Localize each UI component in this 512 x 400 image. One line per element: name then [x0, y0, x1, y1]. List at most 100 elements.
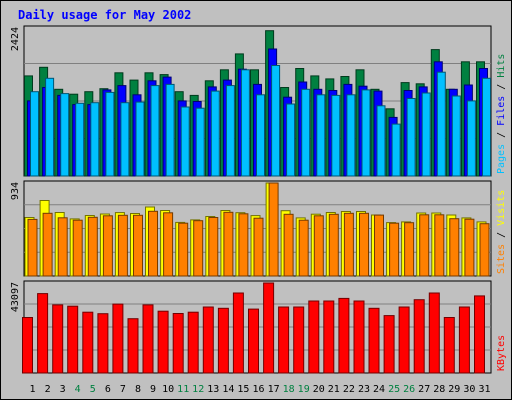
bar-pages-day-29	[451, 95, 461, 177]
bar-pages-day-16	[256, 94, 265, 177]
bar-kbytes-day-1	[22, 317, 33, 374]
x-tick-label-18: 18	[283, 384, 295, 395]
bar-kbytes-day-2	[37, 293, 49, 374]
panel-hits-files-pages: 2424 Pages / Files / Hits	[10, 25, 507, 177]
panel-kbytes: 43097 KBytes	[10, 280, 507, 374]
series-label-part: KBytes	[496, 335, 507, 371]
bar-sites-day-10	[163, 212, 174, 277]
bar-sites-day-15	[238, 213, 249, 277]
bar-pages-day-9	[150, 85, 160, 177]
bar-kbytes-day-25	[383, 315, 395, 374]
panel-series-label: KBytes	[496, 335, 507, 371]
bar-pages-day-28	[436, 71, 446, 177]
bar-kbytes-day-18	[278, 306, 290, 374]
bar-sites-day-9	[148, 210, 158, 277]
x-tick-label-24: 24	[373, 384, 385, 395]
x-tick-label-12: 12	[192, 384, 204, 395]
bar-sites-day-25	[389, 222, 400, 277]
bar-pages-day-2	[45, 77, 55, 177]
x-tick-label-23: 23	[358, 384, 370, 395]
bar-kbytes-day-21	[323, 300, 335, 374]
bar-kbytes-day-30	[458, 306, 470, 374]
bar-pages-day-24	[376, 105, 386, 177]
x-tick-label-6: 6	[105, 384, 111, 395]
x-tick-label-30: 30	[463, 384, 475, 395]
bar-sites-day-6	[102, 215, 113, 277]
panel-max-label: 43097	[10, 282, 21, 312]
panel-visits-sites: 934 Sites / Visits	[10, 180, 507, 277]
x-tick-label-21: 21	[328, 384, 340, 395]
bar-sites-day-22	[343, 212, 354, 277]
x-tick-label-31: 31	[478, 384, 490, 395]
bar-kbytes-day-31	[474, 295, 485, 374]
bar-pages-day-5	[90, 102, 100, 177]
x-tick-label-27: 27	[418, 384, 430, 395]
bar-sites-day-26	[404, 222, 415, 277]
bar-sites-day-24	[374, 214, 384, 277]
x-tick-label-29: 29	[448, 384, 460, 395]
bar-kbytes-day-6	[97, 313, 109, 374]
x-tick-label-22: 22	[343, 384, 355, 395]
x-tick-label-25: 25	[388, 384, 400, 395]
x-tick-label-15: 15	[237, 384, 249, 395]
bar-pages-day-26	[406, 98, 416, 177]
bar-sites-day-5	[87, 216, 98, 277]
bar-kbytes-day-28	[428, 292, 440, 374]
x-tick-label-3: 3	[60, 384, 66, 395]
series-label-part: /	[496, 226, 507, 244]
bar-kbytes-day-10	[157, 310, 169, 374]
x-tick-label-28: 28	[433, 384, 445, 395]
x-tick-label-7: 7	[120, 384, 126, 395]
bar-kbytes-day-3	[52, 304, 64, 374]
bar-pages-day-13	[210, 90, 220, 177]
bar-kbytes-day-9	[142, 304, 154, 374]
x-tick-label-5: 5	[90, 384, 96, 395]
bar-pages-day-31	[482, 77, 491, 177]
bar-pages-day-17	[271, 65, 281, 177]
x-tick-label-9: 9	[150, 384, 156, 395]
bar-pages-day-21	[331, 94, 341, 177]
panel-max-label: 934	[10, 182, 21, 200]
bar-pages-day-20	[316, 94, 326, 177]
bar-sites-day-1	[27, 218, 38, 277]
bar-pages-day-12	[195, 107, 205, 177]
bar-sites-day-21	[328, 213, 339, 277]
bar-kbytes-day-22	[338, 297, 350, 374]
bar-sites-day-16	[253, 217, 264, 277]
bar-kbytes-day-13	[202, 306, 214, 374]
series-label-part: Files	[496, 96, 507, 126]
bar-kbytes-day-20	[308, 300, 320, 374]
bar-sites-day-7	[117, 214, 128, 277]
bar-pages-day-3	[60, 93, 70, 177]
bar-sites-day-31	[479, 223, 490, 277]
series-label-part: /	[496, 78, 507, 96]
x-tick-label-19: 19	[298, 384, 310, 395]
bar-pages-day-19	[301, 88, 311, 177]
x-tick-label-13: 13	[207, 384, 219, 395]
bar-pages-day-10	[165, 83, 175, 177]
bar-kbytes-day-8	[127, 318, 139, 374]
x-tick-label-14: 14	[222, 384, 234, 395]
bar-sites-day-14	[223, 211, 234, 277]
x-axis-labels: 1 2 3 4 5 6 7 8 9 10 11 12 13 14 15 16 17 18 19 20 21 22 23 24 2…	[29, 384, 490, 395]
panel-series-label: Pages / Files / Hits	[496, 54, 507, 174]
bar-kbytes-day-29	[443, 317, 455, 374]
series-label-part: Visits	[496, 190, 507, 226]
bar-sites-day-29	[449, 218, 460, 277]
bar-kbytes-day-23	[353, 300, 365, 374]
bar-pages-day-14	[225, 85, 235, 177]
bar-sites-day-23	[359, 212, 369, 277]
bar-pages-day-7	[120, 102, 130, 177]
x-tick-label-8: 8	[135, 384, 141, 395]
x-tick-label-2: 2	[45, 384, 51, 395]
bar-kbytes-day-5	[82, 311, 94, 374]
bar-pages-day-15	[240, 69, 250, 177]
bar-sites-day-18	[283, 213, 294, 277]
bar-kbytes-day-12	[187, 311, 199, 374]
x-tick-label-11: 11	[177, 384, 189, 395]
bar-kbytes-day-19	[293, 306, 305, 374]
bar-pages-day-22	[346, 94, 356, 177]
bar-sites-day-13	[208, 217, 219, 277]
panel-max-label: 2424	[10, 27, 21, 51]
